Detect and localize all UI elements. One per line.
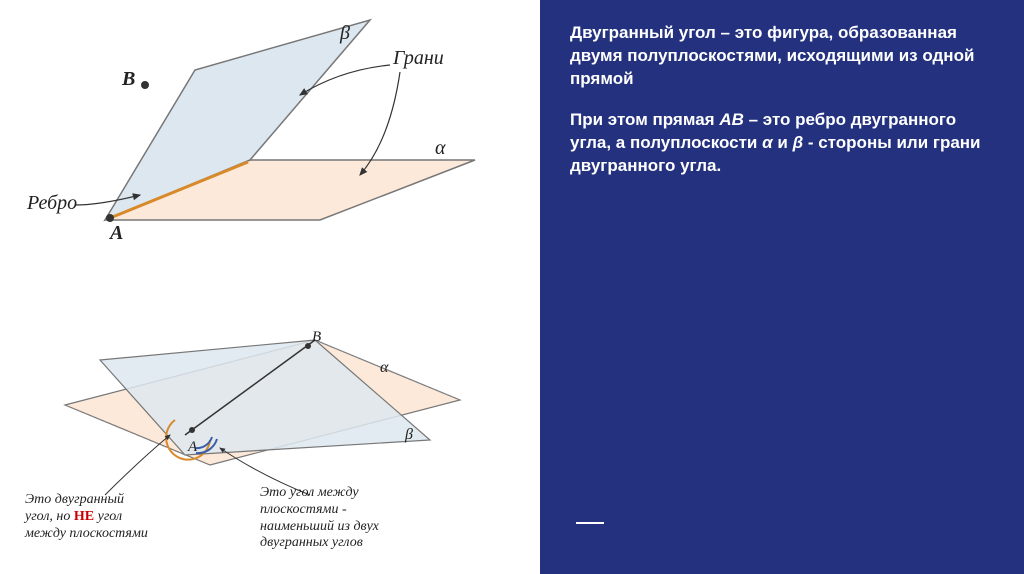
def2-ab: AB bbox=[719, 110, 744, 129]
label-rebro: Ребро bbox=[27, 192, 77, 215]
caption-left-a: Это двугранный bbox=[25, 492, 124, 507]
def2-part-c: и bbox=[773, 133, 793, 152]
caption-left: Это двугранный угол, но НЕ угол между пл… bbox=[25, 492, 195, 542]
definition-2: При этом прямая AB – это ребро двугранно… bbox=[570, 109, 994, 178]
label-beta-top: β bbox=[340, 22, 350, 45]
point-a bbox=[106, 214, 114, 222]
diagram-dihedral-angle: B A β α Грани Ребро bbox=[30, 10, 510, 270]
def2-alpha: α bbox=[762, 133, 773, 152]
point-a-bottom bbox=[189, 427, 195, 433]
right-text-panel: Двугранный угол – это фигура, образованн… bbox=[540, 0, 1024, 574]
caption-right-d: двугранных углов bbox=[260, 535, 363, 550]
label-grani: Грани bbox=[393, 47, 444, 70]
def2-beta: β bbox=[793, 133, 804, 152]
label-alpha-bottom: α bbox=[380, 358, 388, 377]
label-alpha-top: α bbox=[435, 137, 446, 160]
def2-part-a: При этом прямая bbox=[570, 110, 719, 129]
definition-1: Двугранный угол – это фигура, образованн… bbox=[570, 22, 994, 91]
caption-left-ne: НЕ bbox=[74, 509, 94, 524]
label-a-top: A bbox=[110, 222, 123, 245]
diagram-intersecting-planes: A B α β Это двугранный угол, но НЕ угол … bbox=[30, 280, 510, 560]
caption-left-c: угол bbox=[94, 509, 122, 524]
caption-right-b: плоскостями - bbox=[260, 502, 347, 517]
caption-left-b: угол, но bbox=[25, 509, 74, 524]
caption-right-c: наименьший из двух bbox=[260, 519, 379, 534]
label-b-top: B bbox=[122, 68, 135, 91]
left-diagram-panel: B A β α Грани Ребро bbox=[0, 0, 540, 574]
caption-right: Это угол между плоскостями - наименьший … bbox=[260, 485, 440, 552]
accent-underline bbox=[576, 522, 604, 524]
point-b-bottom bbox=[305, 343, 311, 349]
point-b bbox=[141, 81, 149, 89]
caption-left-d: между плоскостями bbox=[25, 526, 148, 541]
label-a-bottom: A bbox=[188, 438, 197, 456]
label-b-bottom: B bbox=[312, 328, 321, 346]
caption-right-a: Это угол между bbox=[260, 485, 359, 500]
label-beta-bottom: β bbox=[405, 425, 413, 444]
